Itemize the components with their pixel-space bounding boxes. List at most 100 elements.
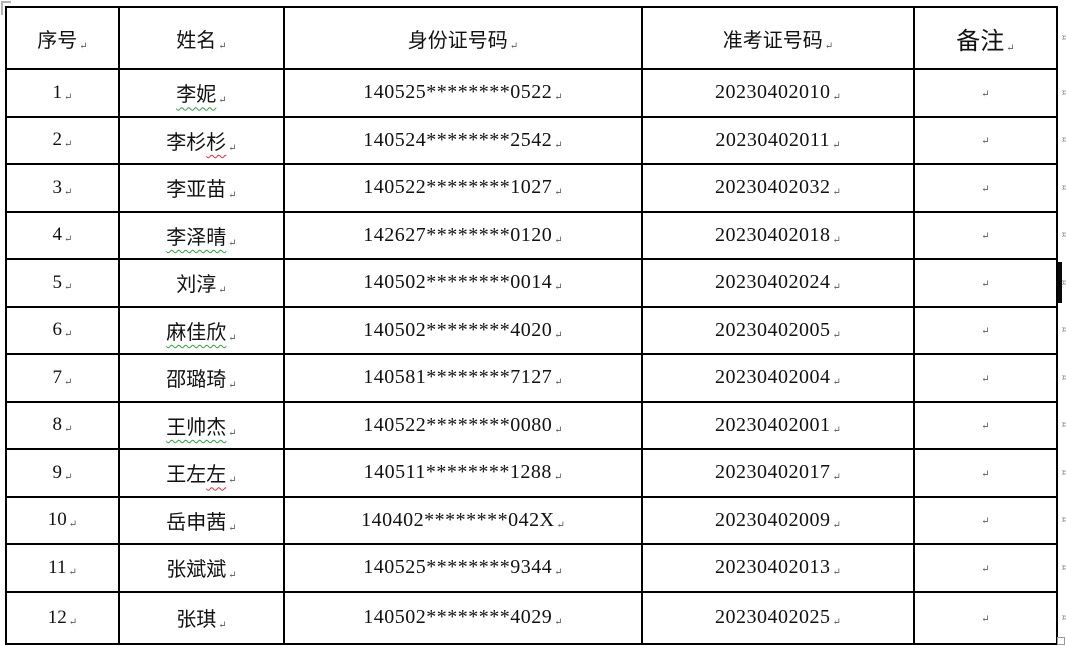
- cell-remark[interactable]: ↵ ¤: [913, 543, 1066, 593]
- cell-serial[interactable]: 3 ↵: [5, 163, 120, 213]
- cell-ticket-number[interactable]: 20230402025 ↵: [641, 590, 915, 645]
- cell-ticket-number[interactable]: 20230402017 ↵: [641, 448, 915, 498]
- cell-ticket-number[interactable]: 20230402032 ↵: [641, 163, 915, 213]
- cell-name[interactable]: 王左左 ↵: [118, 448, 285, 498]
- paragraph-mark-icon: ↵: [218, 95, 227, 107]
- end-of-row-mark-icon: ¤: [1061, 182, 1066, 194]
- cell-serial[interactable]: 9 ↵: [5, 448, 120, 498]
- id-number-text: 140525********9344: [363, 556, 553, 579]
- cell-serial[interactable]: 2 ↵: [5, 115, 120, 165]
- cell-name[interactable]: 麻佳欣 ↵: [118, 305, 285, 355]
- paragraph-mark-icon: ↵: [64, 91, 73, 103]
- paragraph-mark-icon: ↵: [228, 237, 237, 249]
- col-header-serial[interactable]: 序号 ↵: [5, 6, 120, 70]
- cell-remark[interactable]: ↵ ¤: [913, 68, 1066, 118]
- cell-serial[interactable]: 5 ↵: [5, 258, 120, 308]
- cell-id-number[interactable]: 140522********0080 ↵: [283, 400, 643, 450]
- paragraph-mark-icon: ↵: [832, 234, 841, 246]
- table-row: 5 ↵ 刘淳 ↵ 140502********0014 ↵ 20230402024 ↵ ↵ ¤: [5, 258, 1066, 308]
- cell-ticket-number[interactable]: 20230402024 ↵: [641, 258, 915, 308]
- cell-name[interactable]: 李亚苗 ↵: [118, 163, 285, 213]
- table-resize-handle-icon[interactable]: [1057, 637, 1065, 645]
- cell-name[interactable]: 李泽晴 ↵: [118, 210, 285, 260]
- col-header-name[interactable]: 姓名 ↵: [118, 6, 285, 70]
- cell-id-number[interactable]: 140581********7127 ↵: [283, 353, 643, 403]
- paragraph-mark-icon: ↵: [981, 563, 990, 575]
- cell-serial[interactable]: 1 ↵: [5, 68, 120, 118]
- cell-serial[interactable]: 11 ↵: [5, 543, 120, 593]
- cell-id-number[interactable]: 140502********0014 ↵: [283, 258, 643, 308]
- cell-remark[interactable]: ↵ ¤: [913, 305, 1066, 355]
- paragraph-mark-icon: ↵: [64, 139, 73, 151]
- cell-name[interactable]: 刘淳 ↵: [118, 258, 285, 308]
- cell-id-number[interactable]: 140525********0522 ↵: [283, 68, 643, 118]
- cell-remark[interactable]: ↵ ¤: [913, 115, 1066, 165]
- id-number-text: 140525********0522: [363, 81, 553, 104]
- cell-ticket-number[interactable]: 20230402018 ↵: [641, 210, 915, 260]
- col-header-remark[interactable]: 备注 ↵ ¤: [913, 6, 1066, 70]
- cell-id-number[interactable]: 140524********2542 ↵: [283, 115, 643, 165]
- cell-ticket-number[interactable]: 20230402009 ↵: [641, 495, 915, 545]
- cell-ticket-number[interactable]: 20230402013 ↵: [641, 543, 915, 593]
- cell-remark[interactable]: ↵ ¤: [913, 353, 1066, 403]
- cell-id-number[interactable]: 140522********1027 ↵: [283, 163, 643, 213]
- cell-id-number[interactable]: 140502********4020 ↵: [283, 305, 643, 355]
- cell-remark[interactable]: ↵ ¤: [913, 163, 1066, 213]
- cell-remark[interactable]: ↵ ¤: [913, 258, 1066, 308]
- cell-remark[interactable]: ↵ ¤: [913, 400, 1066, 450]
- table-row: 7 ↵ 邵璐琦 ↵ 140581********7127 ↵ 20230402004 ↵ ↵ ¤: [5, 353, 1066, 403]
- col-header-id-number-label: 身份证号码: [407, 29, 508, 52]
- cell-ticket-number[interactable]: 20230402001 ↵: [641, 400, 915, 450]
- name-text: 麻佳欣: [166, 321, 227, 344]
- cell-serial[interactable]: 12 ↵: [5, 590, 120, 645]
- cell-ticket-number[interactable]: 20230402005 ↵: [641, 305, 915, 355]
- serial-text: 11: [48, 556, 67, 578]
- paragraph-mark-icon: ↵: [228, 380, 237, 392]
- cell-remark[interactable]: ↵ ¤: [913, 495, 1066, 545]
- cell-id-number[interactable]: 142627********0120 ↵: [283, 210, 643, 260]
- cell-serial[interactable]: 7 ↵: [5, 353, 120, 403]
- cell-remark[interactable]: ↵ ¤: [913, 210, 1066, 260]
- serial-text: 12: [47, 606, 67, 628]
- cell-serial[interactable]: 6 ↵: [5, 305, 120, 355]
- cell-name[interactable]: 王帅杰 ↵: [118, 400, 285, 450]
- paragraph-mark-icon: ↵: [832, 519, 841, 531]
- cell-serial[interactable]: 10 ↵: [5, 495, 120, 545]
- id-number-text: 140581********7127: [363, 366, 553, 389]
- ticket-number-text: 20230402013: [715, 556, 831, 579]
- cell-remark[interactable]: ↵ ¤: [913, 590, 1066, 645]
- serial-text: 7: [52, 366, 63, 388]
- cell-name[interactable]: 李妮 ↵: [118, 68, 285, 118]
- table-move-handle-icon[interactable]: [1, 1, 11, 15]
- name-text: 李泽晴: [166, 226, 227, 249]
- id-number-text: 140402********042X: [361, 508, 555, 531]
- cell-name[interactable]: 岳申茜 ↵: [118, 495, 285, 545]
- cell-remark[interactable]: ↵ ¤: [913, 448, 1066, 498]
- cell-serial[interactable]: 4 ↵: [5, 210, 120, 260]
- cell-ticket-number[interactable]: 20230402011 ↵: [641, 115, 915, 165]
- id-number-text: 140524********2542: [363, 128, 553, 151]
- cell-name[interactable]: 邵璐琦 ↵: [118, 353, 285, 403]
- paragraph-mark-icon: ↵: [556, 519, 565, 531]
- cell-id-number[interactable]: 140525********9344 ↵: [283, 543, 643, 593]
- paragraph-mark-icon: ↵: [218, 620, 227, 631]
- paragraph-mark-icon: ↵: [824, 40, 834, 52]
- paragraph-mark-icon: ↵: [554, 329, 563, 341]
- table-row: 10 ↵ 岳申茜 ↵ 140402********042X ↵ 20230402009 ↵ ↵ ¤: [5, 495, 1066, 545]
- paragraph-mark-icon: ↵: [832, 617, 841, 628]
- cell-id-number[interactable]: 140402********042X ↵: [283, 495, 643, 545]
- cell-serial[interactable]: 8 ↵: [5, 400, 120, 450]
- end-of-row-mark-icon: ¤: [1061, 87, 1066, 99]
- cell-name[interactable]: 张斌斌 ↵: [118, 543, 285, 593]
- ticket-number-text: 20230402009: [715, 508, 831, 531]
- cell-id-number[interactable]: 140502********4029 ↵: [283, 590, 643, 645]
- paragraph-mark-icon: ↵: [64, 329, 73, 341]
- cell-name[interactable]: 张琪 ↵: [118, 590, 285, 645]
- paragraph-mark-icon: ↵: [554, 92, 563, 104]
- cell-ticket-number[interactable]: 20230402010 ↵: [641, 68, 915, 118]
- col-header-id-number[interactable]: 身份证号码 ↵: [283, 6, 643, 70]
- col-header-ticket-number[interactable]: 准考证号码 ↵: [641, 6, 915, 70]
- cell-ticket-number[interactable]: 20230402004 ↵: [641, 353, 915, 403]
- cell-name[interactable]: 李杉杉 ↵: [118, 115, 285, 165]
- cell-id-number[interactable]: 140511********1288 ↵: [283, 448, 643, 498]
